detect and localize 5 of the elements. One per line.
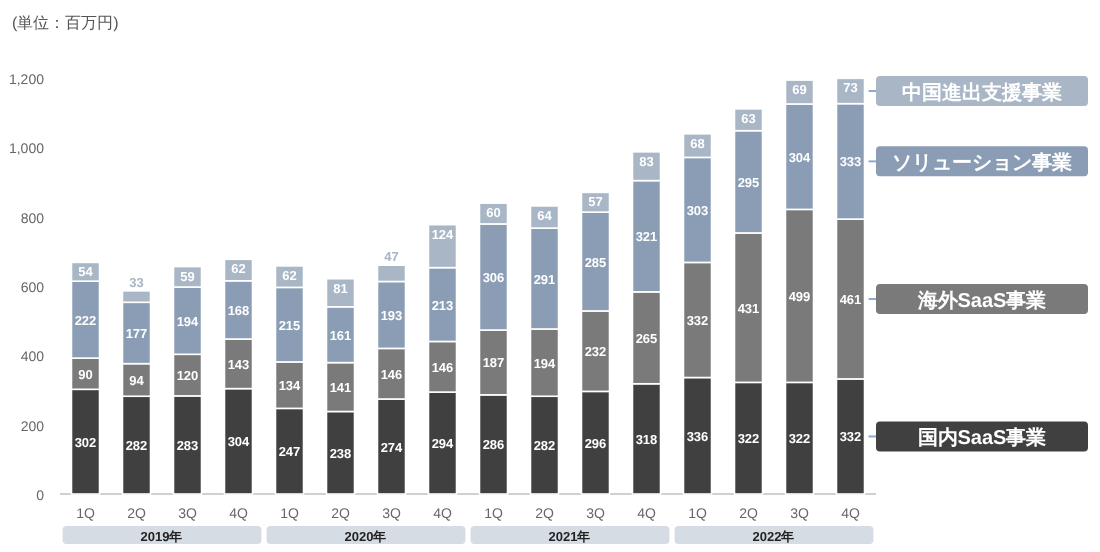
text: 海外SaaS事業 <box>915 289 1047 313</box>
text: 国内SaaS事業 <box>917 426 1047 451</box>
series-label: 中国進出支援事業 <box>902 81 1062 105</box>
series-label: ソリューション事業 <box>892 151 1072 176</box>
y-axis-title: (単位：百万円) <box>12 14 120 32</box>
